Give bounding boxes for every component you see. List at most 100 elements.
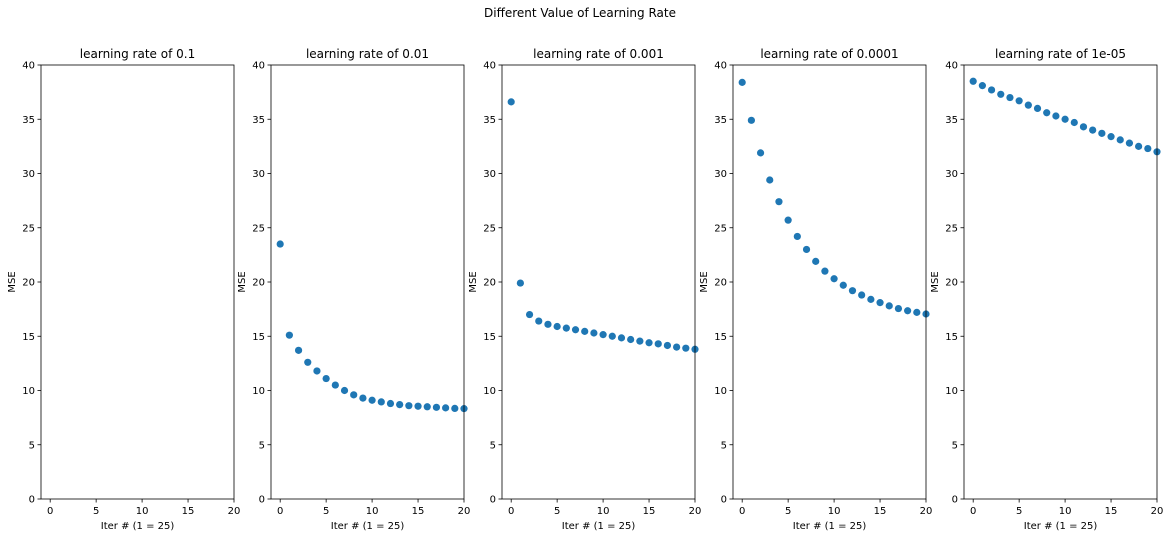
data-point <box>997 90 1005 98</box>
data-point <box>812 257 820 265</box>
data-point <box>1006 93 1014 102</box>
x-tick-label: 5 <box>554 506 560 517</box>
x-tick-label: 15 <box>874 506 887 517</box>
y-tick-label: 0 <box>952 495 958 506</box>
y-tick-label: 10 <box>22 386 35 397</box>
data-point <box>350 391 358 399</box>
y-tick-label: 40 <box>714 61 727 72</box>
subplot-title: learning rate of 0.001 <box>533 47 664 61</box>
subplot-5: learning rate of 1e-05 0 5 10 15 20 25 30 35 40 0 5… <box>930 47 1163 532</box>
y-tick-label: 25 <box>252 223 265 234</box>
y-tick-label: 25 <box>22 223 35 234</box>
data-point <box>738 78 746 86</box>
data-point <box>876 299 884 307</box>
data-point <box>1061 115 1069 123</box>
x-axis-label: Iter # (1 = 25) <box>101 521 175 532</box>
y-tick-label: 5 <box>952 440 958 451</box>
data-point <box>756 149 765 157</box>
x-axis-label: Iter # (1 = 25) <box>331 521 405 532</box>
figure-title: Different Value of Learning Rate <box>484 6 676 20</box>
x-tick-label: 15 <box>182 506 195 517</box>
y-tick-label: 10 <box>714 386 727 397</box>
y-tick-label: 20 <box>483 278 496 289</box>
charts: learning rate of 0.1 0 5 10 15 20 25 30 35 40 0 5 10… <box>7 47 1163 532</box>
data-point <box>1070 118 1078 127</box>
subplot-1: learning rate of 0.1 0 5 10 15 20 25 30 35 40 0 5 10… <box>7 47 240 532</box>
axes-frame <box>270 64 465 500</box>
data-point <box>562 324 570 332</box>
data-point <box>830 275 838 283</box>
data-point <box>451 404 459 413</box>
data-point <box>969 77 977 85</box>
data-point <box>276 240 284 248</box>
y-tick-label: 20 <box>22 278 35 289</box>
x-tick-label: 5 <box>323 506 329 517</box>
x-tick-label: 15 <box>412 506 425 517</box>
y-tick-label: 40 <box>483 61 496 72</box>
x-tick-label: 20 <box>689 506 702 517</box>
y-tick-label: 10 <box>483 386 496 397</box>
y-tick-label: 35 <box>483 115 496 126</box>
data-point <box>525 310 534 319</box>
y-tick-label: 35 <box>252 115 265 126</box>
y-tick-label: 35 <box>945 115 958 126</box>
y-tick-label: 30 <box>714 169 727 180</box>
x-tick-label: 0 <box>47 506 53 517</box>
x-tick-label: 10 <box>366 506 379 517</box>
data-point <box>627 335 635 344</box>
subplot-title: learning rate of 1e-05 <box>995 47 1126 61</box>
data-point <box>386 399 395 408</box>
data-point <box>581 327 589 335</box>
x-tick-label: 5 <box>93 506 99 517</box>
x-tick-label: 20 <box>228 506 241 517</box>
y-tick-label: 30 <box>22 169 35 180</box>
axes-frame <box>40 64 235 500</box>
x-axis-label: Iter # (1 = 25) <box>1024 521 1098 532</box>
data-point <box>1033 104 1042 112</box>
y-tick-label: 5 <box>29 440 35 451</box>
data-point <box>313 367 321 375</box>
y-axis-label: MSE <box>468 271 479 292</box>
data-point <box>1116 136 1124 144</box>
y-tick-label: 30 <box>483 169 496 180</box>
data-point <box>294 346 303 354</box>
data-point <box>432 403 441 411</box>
data-point <box>340 386 349 395</box>
y-tick-label: 35 <box>714 115 727 126</box>
data-point <box>1135 142 1143 150</box>
x-tick-label: 10 <box>597 506 610 517</box>
axes-frame <box>963 64 1158 500</box>
data-point <box>285 331 293 339</box>
y-tick-label: 10 <box>252 386 265 397</box>
data-point <box>1125 139 1134 147</box>
y-tick-label: 20 <box>945 278 958 289</box>
data-point <box>331 381 339 389</box>
y-tick-label: 0 <box>259 495 265 506</box>
x-axis-label: Iter # (1 = 25) <box>793 521 867 532</box>
data-point <box>839 281 847 289</box>
y-axis-label: MSE <box>7 271 18 292</box>
data-point <box>1144 144 1152 153</box>
data-point <box>894 304 903 313</box>
x-tick-label: 10 <box>136 506 149 517</box>
y-tick-label: 20 <box>252 278 265 289</box>
data-point <box>1098 129 1106 137</box>
data-point <box>821 267 829 275</box>
y-axis-label: MSE <box>699 271 710 292</box>
y-tick-label: 25 <box>945 223 958 234</box>
x-tick-label: 0 <box>970 506 976 517</box>
subplot-3: learning rate of 0.001 0 5 10 15 20 25 30 35 40 0 5… <box>468 47 701 532</box>
data-point <box>368 396 376 404</box>
data-point <box>377 398 385 406</box>
y-tick-label: 5 <box>490 440 496 451</box>
subplot-title: learning rate of 0.01 <box>306 47 429 61</box>
data-point <box>848 287 857 295</box>
subplot-2: learning rate of 0.01 0 5 10 15 20 25 30 35 40 0 5 1… <box>237 47 470 532</box>
data-point <box>322 374 330 383</box>
x-tick-label: 0 <box>277 506 283 517</box>
data-point <box>442 404 450 412</box>
x-tick-label: 5 <box>785 506 791 517</box>
x-tick-label: 20 <box>458 506 471 517</box>
y-axis-label: MSE <box>237 271 248 292</box>
